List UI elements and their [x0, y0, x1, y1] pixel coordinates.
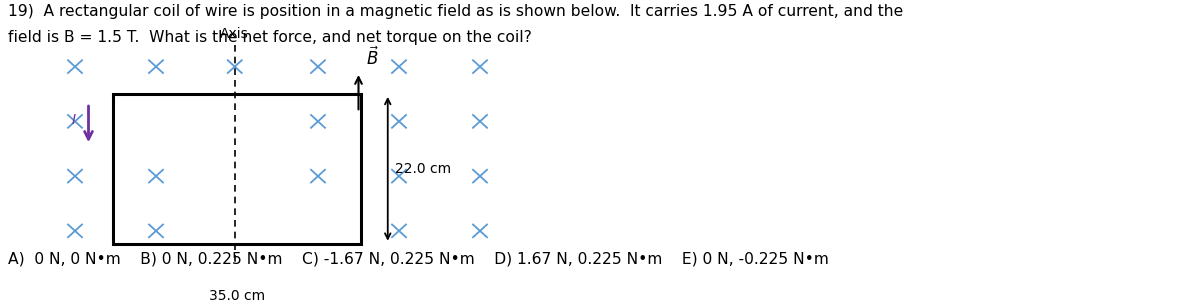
- Text: field is B = 1.5 T.  What is the net force, and net torque on the coil?: field is B = 1.5 T. What is the net forc…: [8, 30, 532, 45]
- Text: Axis: Axis: [221, 27, 250, 41]
- Text: $I$: $I$: [71, 113, 77, 127]
- Text: 22.0 cm: 22.0 cm: [395, 162, 451, 176]
- Text: 19)  A rectangular coil of wire is position in a magnetic field as is shown belo: 19) A rectangular coil of wire is positi…: [8, 4, 904, 19]
- Text: A)  0 N, 0 N•m    B) 0 N, 0.225 N•m    C) -1.67 N, 0.225 N•m    D) 1.67 N, 0.225: A) 0 N, 0 N•m B) 0 N, 0.225 N•m C) -1.67…: [8, 252, 829, 267]
- Bar: [113, 94, 361, 244]
- Text: 35.0 cm: 35.0 cm: [209, 289, 265, 301]
- Text: $\vec{B}$: $\vec{B}$: [366, 47, 379, 69]
